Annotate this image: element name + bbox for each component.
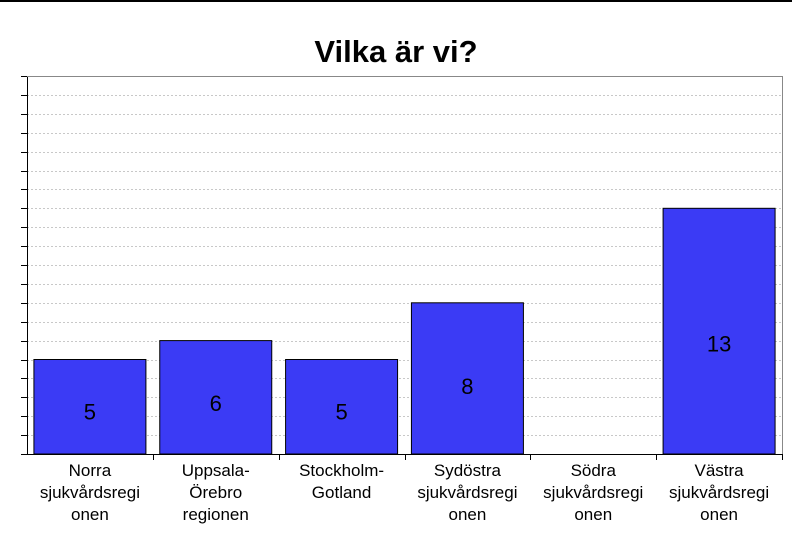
x-tick-label-line: Sydöstra	[433, 461, 501, 480]
data-label: 5	[84, 399, 96, 424]
top-border-line	[0, 0, 792, 2]
x-tick-label-line: Norra	[68, 461, 112, 480]
x-tick-label-line: regionen	[182, 505, 249, 524]
x-tick-label-line: Södra	[570, 461, 616, 480]
x-tick-label-line: sjukvårdsregi	[417, 483, 518, 502]
x-tick-label-line: sjukvårdsregi	[669, 483, 770, 502]
x-tick-label-line: Örebro	[189, 483, 243, 502]
bar	[33, 359, 147, 455]
x-tick-label: Västra sjukvårdsregi onen	[656, 460, 782, 526]
bar	[285, 359, 399, 455]
x-tick-label-line: sjukvårdsregi	[39, 483, 140, 502]
x-tick-label-line: onen	[700, 505, 738, 524]
bar	[159, 340, 273, 455]
x-tick-label-line: onen	[448, 505, 487, 524]
x-tick-label: Sydöstra sjukvårdsregi onen	[404, 460, 530, 526]
x-tick-label: Norra sjukvårdsregi onen	[27, 460, 153, 526]
x-tick-label-line: Stockholm-	[299, 461, 385, 480]
x-tick-label-line: sjukvårdsregi	[543, 483, 644, 502]
x-tick-label-line: onen	[70, 505, 109, 524]
x-tick-label-line: Gotland	[311, 483, 372, 502]
data-label: 13	[707, 331, 731, 356]
x-tick-label: Södra sjukvårdsregi onen	[530, 460, 656, 526]
data-label: 5	[335, 399, 347, 424]
x-tick-label-line: Västra	[694, 461, 744, 480]
data-label: 8	[461, 374, 473, 399]
bar	[662, 207, 776, 455]
bar	[410, 302, 524, 455]
data-label: 6	[210, 391, 222, 416]
x-tick-label-line: onen	[574, 505, 613, 524]
x-tick-label-line: Uppsala-	[181, 461, 250, 480]
x-tick-label: Stockholm- Gotland	[279, 460, 405, 504]
x-tick-label: Uppsala- Örebro regionen	[153, 460, 279, 526]
chart-title: Vilka är vi?	[314, 34, 478, 69]
